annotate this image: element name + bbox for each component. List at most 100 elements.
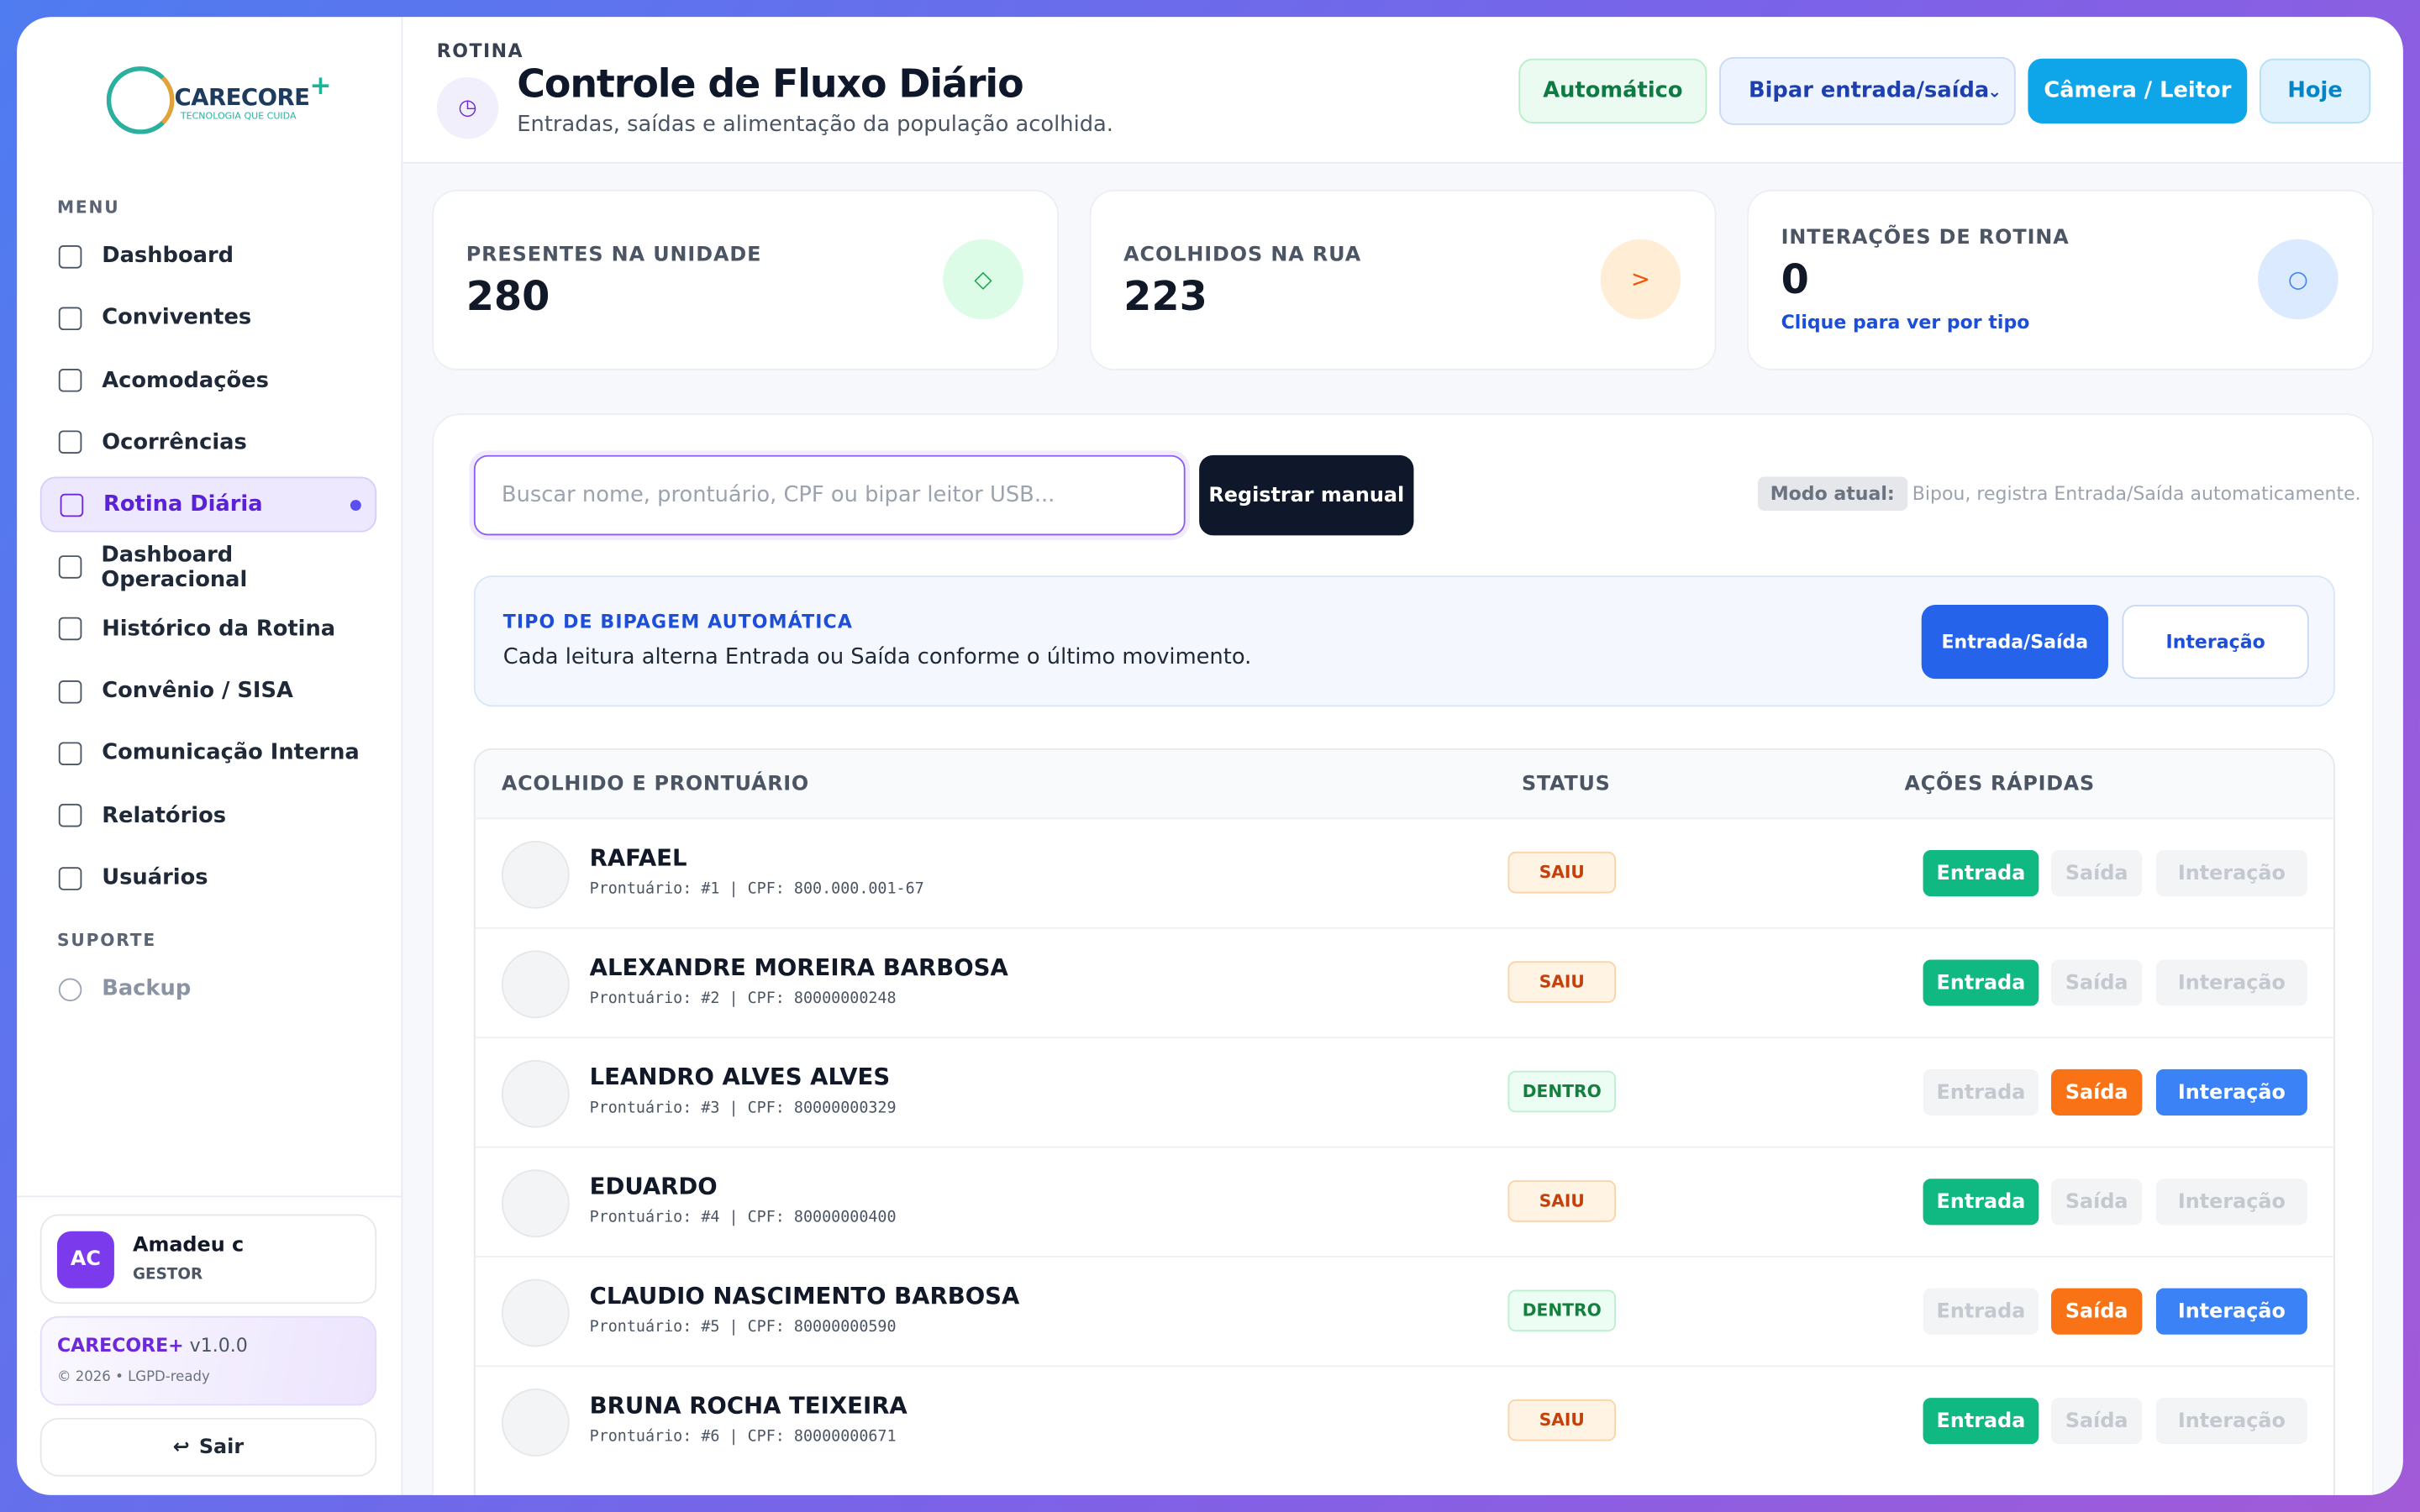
menu-label: Histórico da Rotina bbox=[102, 617, 336, 642]
menu-icon bbox=[58, 244, 82, 268]
menu-icon bbox=[58, 977, 82, 1001]
search-input[interactable]: Buscar nome, prontuário, CPF ou bipar le… bbox=[473, 454, 1186, 536]
manual-button[interactable]: Registrar manual bbox=[1199, 454, 1414, 536]
status-badge: SAIU bbox=[1507, 1399, 1617, 1441]
menu-label: Rotina Diária bbox=[103, 492, 263, 517]
version-number: v1.0.0 bbox=[189, 1334, 248, 1357]
user-card[interactable]: AC Amadeu c GESTOR bbox=[39, 1214, 377, 1305]
menu-item[interactable]: Convênio / SISA bbox=[40, 664, 376, 719]
menu-label: Comunicação Interna bbox=[102, 741, 360, 766]
stat-card[interactable]: INTERAÇÕES DE ROTINA 0 Clique para ver por… bbox=[1747, 189, 2374, 370]
sidebar: CARECORE+ TECNOLOGIA QUE CUIDA MENU Dash… bbox=[17, 17, 403, 1495]
menu-label: Acomodações bbox=[102, 368, 269, 393]
scan-select-label: Bipar entrada/saída bbox=[1749, 78, 1990, 104]
logout-button[interactable]: ↩ Sair bbox=[39, 1417, 377, 1477]
row-meta: Prontuário: #3 | CPF: 80000000329 bbox=[589, 1100, 897, 1117]
stat-link[interactable]: Clique para ver por tipo bbox=[1781, 312, 2030, 333]
user-avatar: AC bbox=[56, 1231, 114, 1289]
menu-icon bbox=[58, 617, 82, 641]
user-role: GESTOR bbox=[132, 1266, 203, 1284]
menu-label: Backup bbox=[102, 976, 192, 1002]
menu-item[interactable]: Acomodações bbox=[40, 353, 376, 408]
column-header: STATUS bbox=[1522, 773, 1611, 796]
action-button[interactable]: Interação bbox=[2155, 1068, 2307, 1116]
menu-item[interactable]: Comunicação Interna bbox=[40, 726, 376, 781]
select-caret: ⌄ bbox=[1987, 81, 2002, 102]
table-header bbox=[475, 749, 2334, 818]
scan-select[interactable]: Bipar entrada/saída ⌄ bbox=[1719, 56, 2016, 125]
menu-icon bbox=[58, 555, 82, 579]
menu-icon bbox=[58, 866, 82, 890]
row-name: BRUNA ROCHA TEIXEIRA bbox=[589, 1391, 908, 1420]
table-row: CLAUDIO NASCIMENTO BARBOSA Prontuário: #5… bbox=[475, 1256, 2334, 1367]
action-button[interactable]: Entrada bbox=[1923, 850, 2039, 897]
mode-text: Bipou, registra Entrada/Saída automatica… bbox=[1912, 482, 2361, 505]
action-button[interactable]: Entrada bbox=[1923, 959, 2039, 1006]
row-avatar bbox=[501, 1059, 570, 1128]
menu-item[interactable]: Relatórios bbox=[40, 788, 376, 843]
action-button[interactable]: Saída bbox=[2051, 1288, 2143, 1335]
menu-item[interactable]: Dashboard bbox=[40, 228, 376, 284]
menu-label: Dashboard Operacional bbox=[101, 542, 248, 592]
action-button[interactable]: Entrada bbox=[1923, 1179, 2039, 1226]
camera-button[interactable]: Câmera / Leitor bbox=[2028, 58, 2248, 123]
row-avatar bbox=[501, 1169, 570, 1238]
stat-value: 223 bbox=[1123, 274, 1207, 322]
stat-card: PRESENTES NA UNIDADE 280 ◇ bbox=[432, 189, 1059, 370]
active-dot bbox=[350, 500, 361, 512]
row-avatar bbox=[501, 1389, 570, 1457]
action-button-disabled: Interação bbox=[2155, 850, 2307, 897]
table-row: ALEXANDRE MOREIRA BARBOSA Prontuário: #2 … bbox=[475, 927, 2334, 1038]
action-button-disabled: Entrada bbox=[1923, 1288, 2039, 1335]
table-row: RAFAEL Prontuário: #1 | CPF: 800.000.001-… bbox=[475, 817, 2334, 928]
menu-icon bbox=[58, 680, 82, 703]
menu-icon bbox=[58, 742, 82, 765]
table-row: EDUARDO Prontuário: #4 | CPF: 80000000400… bbox=[475, 1146, 2334, 1257]
action-button-disabled: Saída bbox=[2051, 850, 2143, 897]
action-button-disabled: Saída bbox=[2051, 1179, 2143, 1226]
eyebrow: ROTINA bbox=[436, 39, 524, 62]
menu-item[interactable]: Backup bbox=[40, 961, 376, 1016]
row-meta: Prontuário: #2 | CPF: 80000000248 bbox=[589, 990, 897, 1008]
status-badge: SAIU bbox=[1507, 851, 1617, 894]
row-avatar bbox=[501, 1278, 570, 1347]
mode-label: Modo atual: bbox=[1758, 476, 1907, 511]
version-note: © 2026 • LGPD-ready bbox=[56, 1370, 210, 1386]
menu-item[interactable]: Histórico da Rotina bbox=[40, 601, 376, 657]
menu-item[interactable]: Usuários bbox=[40, 850, 376, 906]
row-meta: Prontuário: #6 | CPF: 80000000671 bbox=[589, 1428, 897, 1446]
panel: Buscar nome, prontuário, CPF ou bipar le… bbox=[432, 413, 2374, 1495]
header: ROTINA ◷ Controle de Fluxo Diário Entrad… bbox=[402, 17, 2403, 164]
type-button[interactable]: Interação bbox=[2122, 604, 2309, 680]
menu-label: Convênio / SISA bbox=[102, 679, 293, 704]
stat-icon: > bbox=[1600, 239, 1681, 320]
status-badge: SAIU bbox=[1507, 1180, 1617, 1222]
action-button-disabled: Interação bbox=[2155, 959, 2307, 1006]
stat-icon: ○ bbox=[2258, 239, 2338, 320]
menu-item[interactable]: Ocorrências bbox=[40, 415, 376, 470]
version-card: CARECORE+ v1.0.0 © 2026 • LGPD-ready bbox=[39, 1315, 377, 1406]
action-button-disabled: Interação bbox=[2155, 1398, 2307, 1445]
auto-type-box: TIPO DE BIPAGEM AUTOMÁTICA Cada leitura … bbox=[473, 575, 2335, 707]
action-button[interactable]: Entrada bbox=[1923, 1398, 2039, 1445]
action-button[interactable]: Interação bbox=[2155, 1288, 2307, 1335]
mode-button[interactable]: Automático bbox=[1518, 58, 1707, 123]
row-meta: Prontuário: #4 | CPF: 80000000400 bbox=[589, 1209, 897, 1227]
logo: CARECORE+ TECNOLOGIA QUE CUIDA bbox=[103, 66, 335, 137]
row-name: CLAUDIO NASCIMENTO BARBOSA bbox=[589, 1282, 1020, 1310]
menu-item[interactable]: Conviventes bbox=[40, 291, 376, 346]
column-header: ACOLHIDO E PRONTUÁRIO bbox=[501, 773, 809, 796]
menu-label: Dashboard bbox=[102, 244, 234, 269]
today-button[interactable]: Hoje bbox=[2259, 58, 2371, 123]
auto-type-title: TIPO DE BIPAGEM AUTOMÁTICA bbox=[502, 611, 853, 633]
stat-card: ACOLHIDOS NA RUA 223 > bbox=[1089, 189, 1717, 370]
menu-item[interactable]: Rotina Diária bbox=[39, 476, 377, 533]
action-button[interactable]: Saída bbox=[2051, 1068, 2143, 1116]
logo-tagline: TECNOLOGIA QUE CUIDA bbox=[180, 111, 297, 123]
main: ROTINA ◷ Controle de Fluxo Diário Entrad… bbox=[402, 17, 2403, 1495]
type-button-active[interactable]: Entrada/Saída bbox=[1921, 604, 2108, 680]
stat-label: ACOLHIDOS NA RUA bbox=[1123, 244, 1362, 267]
menu-item[interactable]: Dashboard Operacional bbox=[40, 539, 376, 595]
action-button-disabled: Saída bbox=[2051, 959, 2143, 1006]
version-brand: CARECORE+ bbox=[56, 1334, 184, 1357]
